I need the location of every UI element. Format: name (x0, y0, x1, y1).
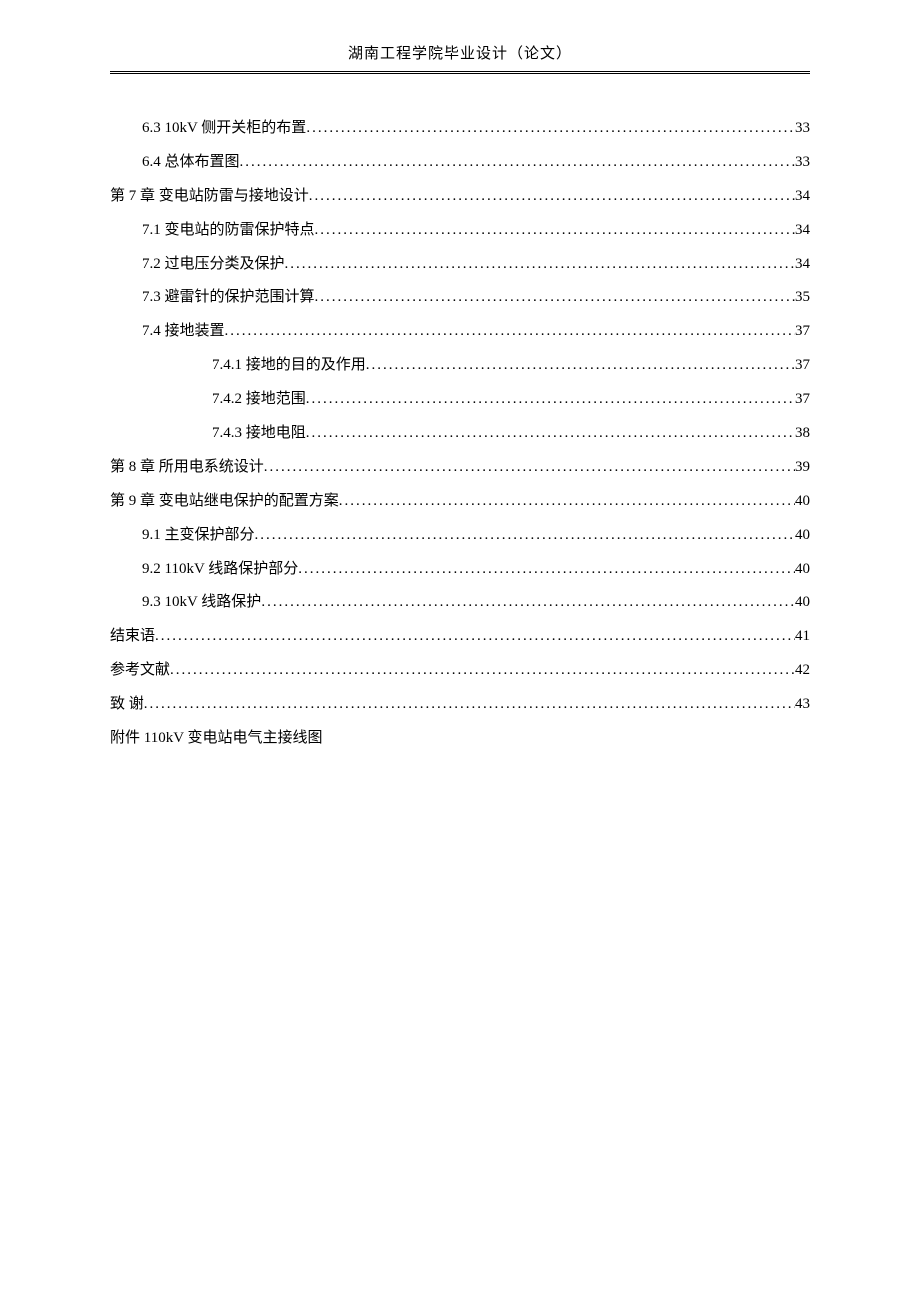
toc-dots (170, 654, 795, 688)
toc-entry-label: 7.4.1 接地的目的及作用 (212, 349, 366, 383)
toc-entry-page: 35 (795, 281, 810, 315)
toc-entry-label: 6.4 总体布置图 (142, 146, 240, 180)
toc-entry-page: 33 (795, 146, 810, 180)
toc-entry-page: 40 (795, 553, 810, 587)
page-header: 湖南工程学院毕业设计（论文） (110, 42, 810, 71)
toc-dots (309, 180, 795, 214)
toc-entry: 第 9 章 变电站继电保护的配置方案 40 (110, 485, 810, 519)
toc-dots (155, 620, 795, 654)
toc-dots (306, 383, 795, 417)
toc-entry-page: 34 (795, 248, 810, 282)
toc-entry: 第 8 章 所用电系统设计 39 (110, 451, 810, 485)
toc-entry: 9.2 110kV 线路保护部分 40 (110, 553, 810, 587)
toc-entry: 致 谢 43 (110, 688, 810, 722)
toc-entry-page: 42 (795, 654, 810, 688)
toc-entry-page: 34 (795, 214, 810, 248)
toc-dots (285, 248, 795, 282)
toc-entry-label: 第 7 章 变电站防雷与接地设计 (110, 180, 309, 214)
toc-entry-label: 结束语 (110, 620, 155, 654)
toc-dots (339, 485, 795, 519)
toc-entry-label: 第 9 章 变电站继电保护的配置方案 (110, 485, 339, 519)
toc-entry-page: 37 (795, 349, 810, 383)
toc-entry-page: 34 (795, 180, 810, 214)
toc-entry-label: 7.4.3 接地电阻 (212, 417, 306, 451)
toc-entry: 7.1 变电站的防雷保护特点 34 (110, 214, 810, 248)
toc-dots (298, 553, 795, 587)
toc-dots (366, 349, 795, 383)
toc-entry-page: 33 (795, 112, 810, 146)
toc-entry: 7.4.3 接地电阻 38 (110, 417, 810, 451)
toc-dots (315, 214, 795, 248)
toc-entry: 附件 110kV 变电站电气主接线图 (110, 722, 810, 756)
toc-entry: 6.4 总体布置图 33 (110, 146, 810, 180)
toc-entry-page: 40 (795, 485, 810, 519)
toc-entry-page: 43 (795, 688, 810, 722)
toc-entry: 6.3 10kV 侧开关柜的布置 33 (110, 112, 810, 146)
toc-entry-page: 39 (795, 451, 810, 485)
toc-dots (306, 417, 795, 451)
toc-dots (255, 519, 795, 553)
toc-entry: 9.3 10kV 线路保护 40 (110, 586, 810, 620)
toc-entry: 7.3 避雷针的保护范围计算 35 (110, 281, 810, 315)
toc-dots (240, 146, 795, 180)
toc-dots (225, 315, 795, 349)
toc-entry-label: 附件 110kV 变电站电气主接线图 (110, 722, 323, 756)
toc-entry-label: 参考文献 (110, 654, 170, 688)
toc-entry-page: 37 (795, 383, 810, 417)
toc-entry-page: 38 (795, 417, 810, 451)
toc-entry: 结束语 41 (110, 620, 810, 654)
toc-entry-label: 7.4 接地装置 (142, 315, 225, 349)
toc-dots (315, 281, 795, 315)
toc-entry-page: 37 (795, 315, 810, 349)
toc-dots (306, 112, 795, 146)
toc-entry: 参考文献 42 (110, 654, 810, 688)
toc-entry: 9.1 主变保护部分 40 (110, 519, 810, 553)
header-title: 湖南工程学院毕业设计（论文） (348, 46, 572, 62)
toc-entry-page: 40 (795, 586, 810, 620)
toc-entry: 7.4 接地装置 37 (110, 315, 810, 349)
toc-entry-label: 9.1 主变保护部分 (142, 519, 255, 553)
toc-entry-label: 7.1 变电站的防雷保护特点 (142, 214, 315, 248)
toc-dots (144, 688, 795, 722)
toc-entry-label: 9.2 110kV 线路保护部分 (142, 553, 298, 587)
header-divider (110, 71, 810, 74)
toc-dots (264, 451, 795, 485)
toc-entry: 7.4.1 接地的目的及作用 37 (110, 349, 810, 383)
toc-entry-label: 7.4.2 接地范围 (212, 383, 306, 417)
toc-entry: 7.2 过电压分类及保护 34 (110, 248, 810, 282)
toc-entry-page: 41 (795, 620, 810, 654)
document-page: 湖南工程学院毕业设计（论文） 6.3 10kV 侧开关柜的布置336.4 总体布… (0, 0, 920, 756)
toc-entry: 第 7 章 变电站防雷与接地设计 34 (110, 180, 810, 214)
toc-dots (261, 586, 795, 620)
toc-entry-page: 40 (795, 519, 810, 553)
toc-entry-label: 7.2 过电压分类及保护 (142, 248, 285, 282)
toc-entry-label: 6.3 10kV 侧开关柜的布置 (142, 112, 306, 146)
toc-entry-label: 9.3 10kV 线路保护 (142, 586, 261, 620)
toc-entry-label: 7.3 避雷针的保护范围计算 (142, 281, 315, 315)
toc-entry-label: 致 谢 (110, 688, 144, 722)
table-of-contents: 6.3 10kV 侧开关柜的布置336.4 总体布置图33第 7 章 变电站防雷… (110, 112, 810, 756)
toc-entry-label: 第 8 章 所用电系统设计 (110, 451, 264, 485)
toc-entry: 7.4.2 接地范围 37 (110, 383, 810, 417)
